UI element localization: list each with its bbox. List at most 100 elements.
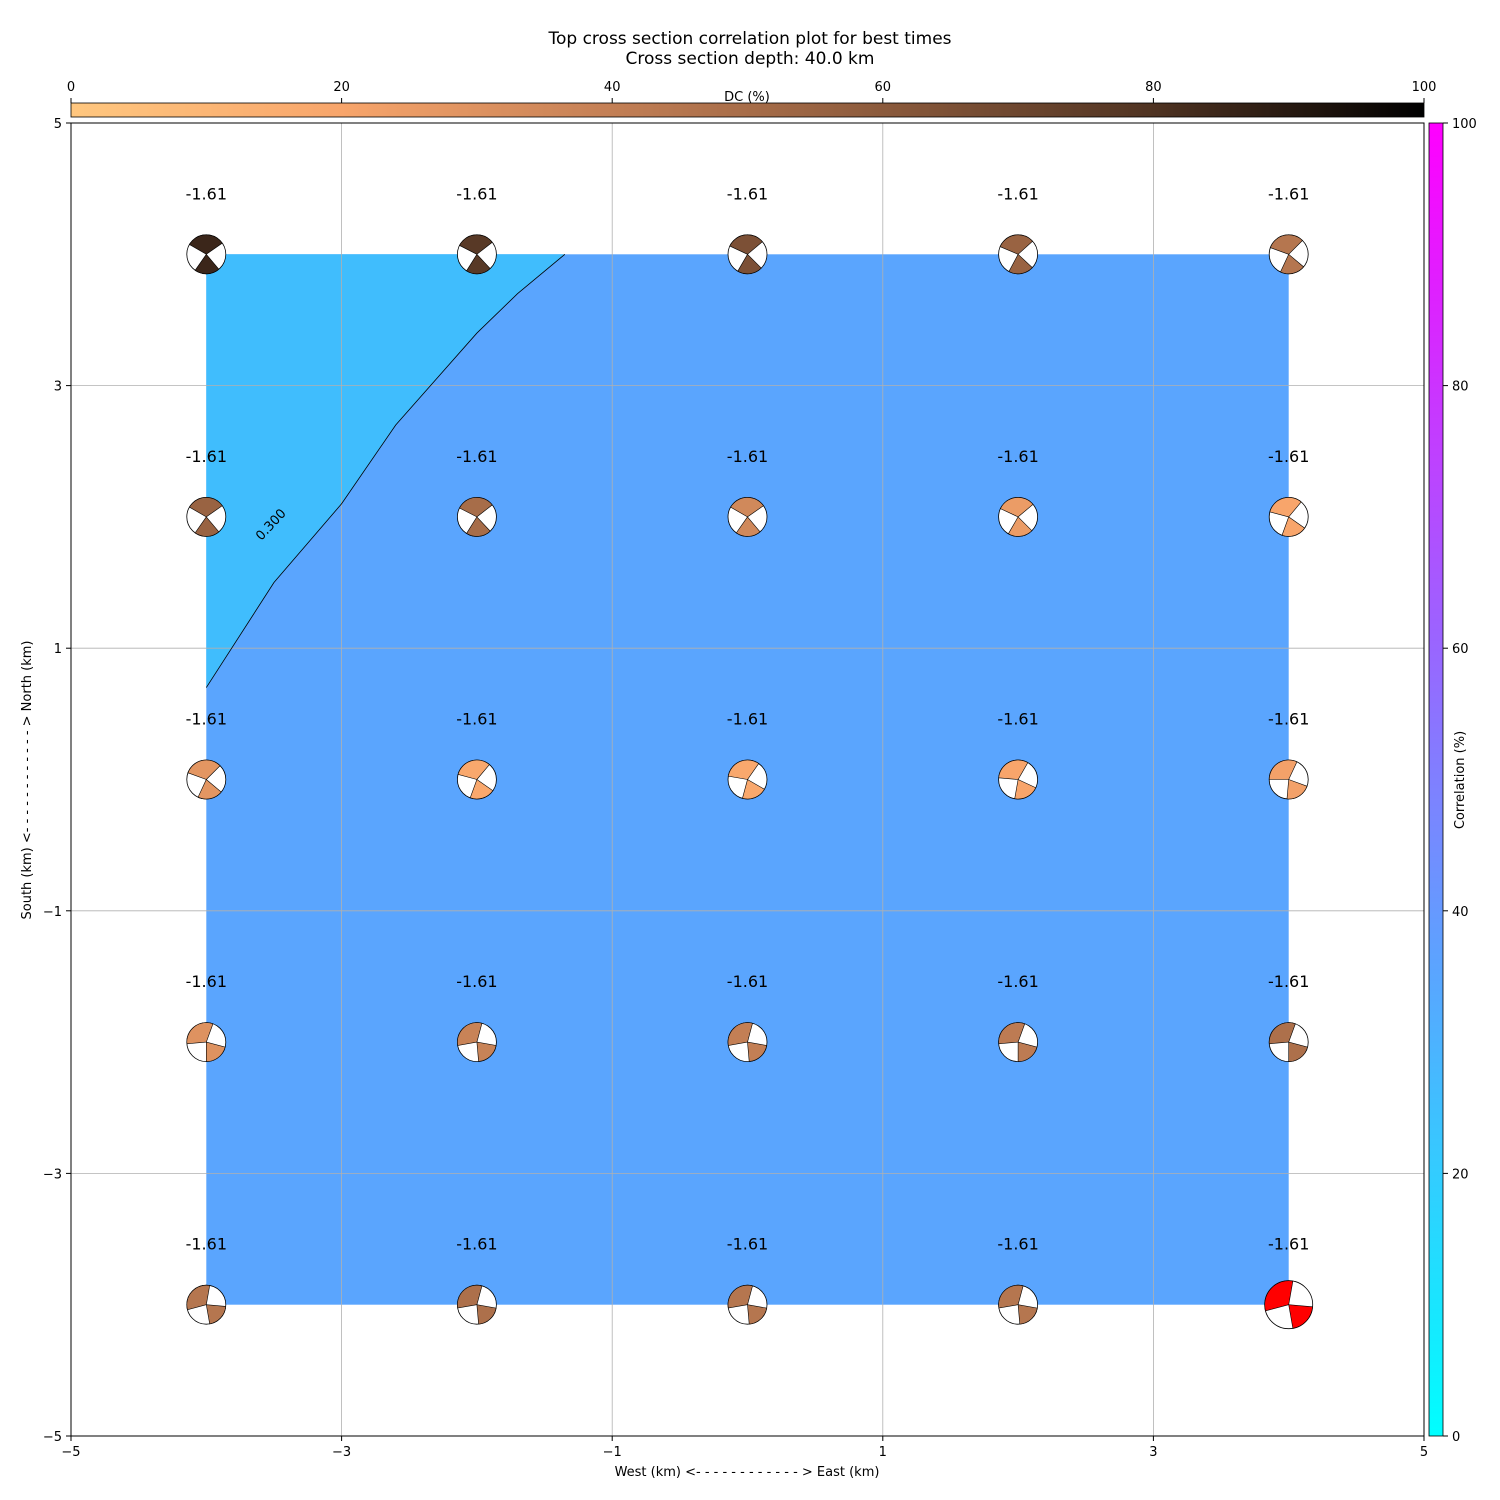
beachball-quadrant: [457, 1022, 483, 1046]
correlation-colorbar-gradient: [1428, 122, 1444, 1437]
beachball-quadrant: [459, 234, 493, 255]
beachball-quadrant: [194, 253, 220, 275]
y-tick-label: 5: [54, 117, 62, 132]
beachball-quadrant: [998, 1284, 1024, 1309]
beachball-quadrant: [466, 253, 491, 275]
chart-subtitle: Cross section depth: 40.0 km: [626, 49, 875, 69]
y-tick-label: 3: [54, 380, 62, 395]
beachball: -1.61: [1264, 1235, 1314, 1330]
beachball-quadrant: [1008, 253, 1033, 275]
beachball-quadrant: [459, 497, 493, 518]
point-value-label: -1.61: [997, 710, 1038, 729]
dc-tick-label: 80: [1145, 80, 1162, 95]
beachball: -1.61: [186, 447, 227, 537]
point-value-label: -1.61: [727, 1235, 768, 1254]
beachball-quadrant: [737, 253, 762, 275]
beachball-quadrant: [469, 779, 494, 800]
beachball-quadrant: [729, 234, 763, 255]
beachball: -1.61: [1268, 972, 1309, 1062]
correlation-tick-label: 100: [1452, 117, 1477, 132]
beachball-quadrant: [457, 759, 490, 780]
beachball: -1.61: [456, 1235, 498, 1325]
point-value-label: -1.61: [1268, 710, 1309, 729]
y-tick-label: −1: [43, 905, 62, 920]
beachball: -1.61: [456, 447, 498, 537]
beachball-quadrant: [1288, 1304, 1313, 1329]
correlation-tick-label: 40: [1452, 905, 1469, 920]
x-tick-label: 3: [1149, 1445, 1157, 1460]
beachball-quadrant: [1264, 1280, 1294, 1312]
point-value-label: -1.61: [997, 447, 1038, 466]
point-value-label: -1.61: [1268, 1235, 1309, 1254]
point-value-label: -1.61: [727, 447, 768, 466]
beachball: -1.61: [456, 184, 498, 275]
beachball: -1.61: [186, 184, 227, 275]
point-value-label: -1.61: [456, 710, 497, 729]
dc-tick-label: 20: [333, 80, 350, 95]
x-tick-label: −5: [61, 1445, 80, 1460]
beachball-quadrant: [1017, 1304, 1038, 1325]
beachball-quadrant: [457, 1284, 483, 1309]
correlation-colorbar: Correlation (%) 0 20 40 60 80 100: [1428, 117, 1477, 1445]
correlation-colorbar-label: Correlation (%): [1453, 731, 1468, 829]
beachball: -1.61: [727, 710, 768, 800]
beachball-quadrant: [189, 497, 223, 518]
beachball-quadrant: [998, 1022, 1026, 1045]
region-low: [206, 254, 565, 688]
point-value-label: -1.61: [456, 184, 497, 203]
dc-colorbar-label: DC (%): [724, 90, 770, 105]
y-tick-label: 1: [54, 642, 62, 657]
point-value-label: -1.61: [1268, 447, 1309, 466]
beachball-quadrant: [1286, 779, 1308, 800]
point-value-label: -1.61: [1268, 184, 1309, 203]
point-value-label: -1.61: [456, 1235, 497, 1254]
x-tick-label: −3: [332, 1445, 351, 1460]
beachball-quadrant: [1000, 497, 1034, 518]
beachball: -1.61: [1268, 447, 1309, 537]
correlation-tick-label: 60: [1452, 642, 1469, 657]
beachball-quadrant: [186, 1022, 214, 1045]
beachball-quadrant: [742, 779, 765, 800]
chart-title: Top cross section correlation plot for b…: [547, 29, 951, 49]
beachball: -1.61: [456, 972, 498, 1062]
beachball-quadrant: [476, 1304, 497, 1325]
plot-axes: 0.300 -1.61 -1.61 -1.61 -1.61 -1.61-1.61 -1.6…: [43, 117, 1428, 1460]
point-value-label: -1.61: [186, 184, 227, 203]
beachball-quadrant: [476, 1041, 497, 1062]
x-axis-label: West (km) <- - - - - - - - - - - - > Eas…: [615, 1465, 880, 1480]
dc-colorbar-gradient: [70, 102, 1425, 118]
beachball-quadrant: [727, 1284, 753, 1309]
beachball: -1.61: [186, 972, 227, 1062]
beachball-quadrant: [189, 234, 223, 255]
beachball: -1.61: [727, 184, 768, 275]
beachball-quadrant: [727, 1022, 753, 1046]
point-value-label: -1.61: [456, 447, 497, 466]
beachball-quadrant: [1269, 497, 1302, 518]
x-tick-label: 5: [1420, 1445, 1428, 1460]
beachball-quadrant: [1014, 779, 1037, 800]
point-value-label: -1.61: [997, 972, 1038, 991]
beachball: -1.61: [1268, 184, 1309, 275]
point-value-label: -1.61: [186, 447, 227, 466]
beachball: -1.61: [727, 447, 768, 537]
correlation-tick-label: 0: [1452, 1430, 1460, 1445]
beachball: -1.61: [186, 710, 227, 800]
beachball-quadrant: [1269, 234, 1303, 255]
beachball-quadrant: [466, 516, 491, 537]
x-tick-label: 1: [879, 1445, 887, 1460]
beachball-quadrant: [206, 1041, 226, 1062]
y-axis-ticks: −5 −3 −1 1 3 5: [43, 117, 71, 1445]
beachball: -1.61: [1268, 710, 1309, 800]
beachball-quadrant: [735, 516, 761, 537]
beachball-markers: -1.61 -1.61 -1.61 -1.61 -1.61 -1.61 -1.61 -1.61…: [186, 184, 1314, 1330]
beachball-quadrant: [730, 497, 764, 518]
beachball: -1.61: [186, 1235, 227, 1325]
beachball: -1.61: [997, 972, 1039, 1062]
beachball-quadrant: [1281, 516, 1306, 537]
point-value-label: -1.61: [456, 972, 497, 991]
beachball-quadrant: [999, 234, 1034, 255]
y-axis-label: South (km) <- - - - - - - - - - - - > No…: [20, 640, 35, 919]
beachball: -1.61: [997, 710, 1039, 800]
dc-tick-label: 40: [604, 80, 621, 95]
